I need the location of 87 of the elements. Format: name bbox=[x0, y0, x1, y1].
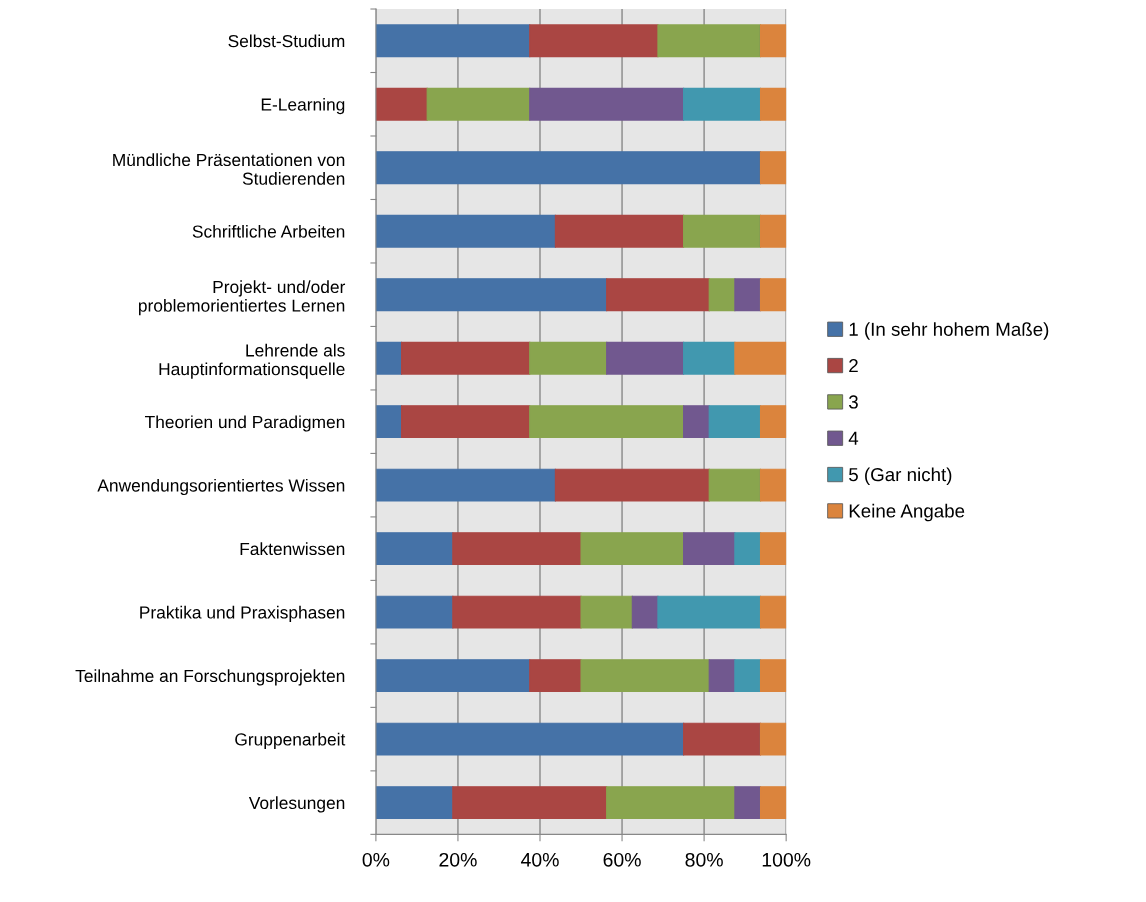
y-tick-label: Selbst-Studium bbox=[228, 34, 345, 48]
y-tick-label: Gruppenarbeit bbox=[235, 732, 346, 750]
bar bbox=[683, 532, 736, 566]
y-tick-label: E-Learning bbox=[261, 97, 345, 115]
bar bbox=[734, 532, 762, 566]
y-tick-label: Mündliche Präsentationen von Studierenden bbox=[113, 153, 345, 185]
bar bbox=[759, 87, 787, 121]
bar bbox=[734, 341, 787, 375]
bar bbox=[375, 24, 531, 58]
bar bbox=[708, 405, 762, 439]
bar bbox=[734, 786, 762, 820]
bar bbox=[759, 214, 787, 248]
y-tick-label: Faktenwissen bbox=[240, 542, 345, 556]
legend-label: 2 bbox=[849, 359, 858, 373]
bar bbox=[375, 595, 454, 629]
y-tick-label: Theorien und Paradigmen bbox=[144, 415, 345, 432]
bar bbox=[734, 659, 762, 693]
bar bbox=[657, 24, 762, 58]
bar bbox=[375, 405, 403, 439]
bar bbox=[375, 151, 762, 185]
legend-label: 4 bbox=[848, 431, 859, 445]
bar bbox=[683, 405, 710, 439]
bar bbox=[759, 595, 787, 629]
bar bbox=[375, 532, 454, 566]
bar bbox=[683, 214, 762, 248]
bar bbox=[759, 722, 787, 756]
bar bbox=[759, 278, 787, 312]
bar bbox=[759, 151, 787, 185]
bar bbox=[375, 278, 608, 312]
x-tick-label: 20% bbox=[439, 852, 477, 867]
bar bbox=[375, 341, 403, 375]
y-tick-label: Anwendungsorientiertes Wissen bbox=[97, 478, 345, 496]
bar bbox=[452, 595, 582, 629]
bar bbox=[375, 659, 531, 693]
y-tick-label: Vorlesungen bbox=[248, 796, 345, 813]
bar bbox=[708, 468, 762, 502]
bar bbox=[452, 786, 608, 820]
bar bbox=[400, 405, 531, 439]
x-tick-label: 60% bbox=[603, 852, 641, 867]
bar bbox=[580, 532, 685, 566]
bar bbox=[452, 532, 582, 566]
bar bbox=[708, 278, 736, 312]
y-tick-label: Teilnahme an Forschungsprojekten bbox=[75, 669, 345, 686]
bar bbox=[426, 87, 531, 121]
bar bbox=[554, 468, 710, 502]
bar bbox=[606, 341, 685, 375]
y-tick-label: Praktika und Praxisphasen bbox=[140, 605, 345, 623]
legend-label: 5 (Gar nicht) bbox=[849, 467, 952, 485]
bar bbox=[606, 278, 710, 312]
y-tick-label: Lehrende als Hauptinformationsquelle bbox=[159, 343, 345, 379]
bar bbox=[375, 468, 556, 502]
bar bbox=[375, 214, 556, 248]
bar bbox=[529, 405, 685, 439]
bar bbox=[529, 341, 608, 375]
bar bbox=[759, 405, 787, 439]
y-tick-label: Schriftliche Arbeiten bbox=[192, 224, 345, 238]
bar bbox=[657, 595, 762, 629]
legend-label: Keine Angabe bbox=[849, 503, 965, 522]
legend-label: 1 (In sehr hohem Maße) bbox=[849, 322, 1049, 340]
bar bbox=[759, 468, 787, 502]
y-tick-label: Projekt- und/oder problemorientiertes Lernen bbox=[138, 280, 346, 316]
bar bbox=[554, 214, 685, 248]
bar bbox=[606, 786, 736, 820]
bar bbox=[734, 278, 762, 312]
x-tick-label: 100% bbox=[762, 852, 811, 867]
x-tick-label: 0% bbox=[362, 852, 390, 867]
bar bbox=[683, 87, 762, 121]
bar bbox=[375, 786, 454, 820]
bar bbox=[708, 659, 736, 693]
bar bbox=[759, 786, 787, 820]
bar bbox=[759, 532, 787, 566]
bar bbox=[759, 659, 787, 693]
x-tick-label: 40% bbox=[520, 852, 559, 867]
bar bbox=[580, 595, 633, 629]
bar bbox=[529, 24, 659, 58]
bar bbox=[580, 659, 710, 693]
bar bbox=[375, 722, 685, 756]
bar bbox=[759, 24, 787, 58]
bar bbox=[631, 595, 659, 629]
bar bbox=[400, 341, 531, 375]
bar bbox=[375, 87, 428, 121]
legend-label: 3 bbox=[848, 395, 858, 409]
bar bbox=[529, 659, 582, 693]
bar bbox=[683, 341, 736, 375]
x-tick-label: 80% bbox=[685, 852, 723, 867]
bar bbox=[683, 722, 762, 756]
bar bbox=[529, 87, 685, 121]
